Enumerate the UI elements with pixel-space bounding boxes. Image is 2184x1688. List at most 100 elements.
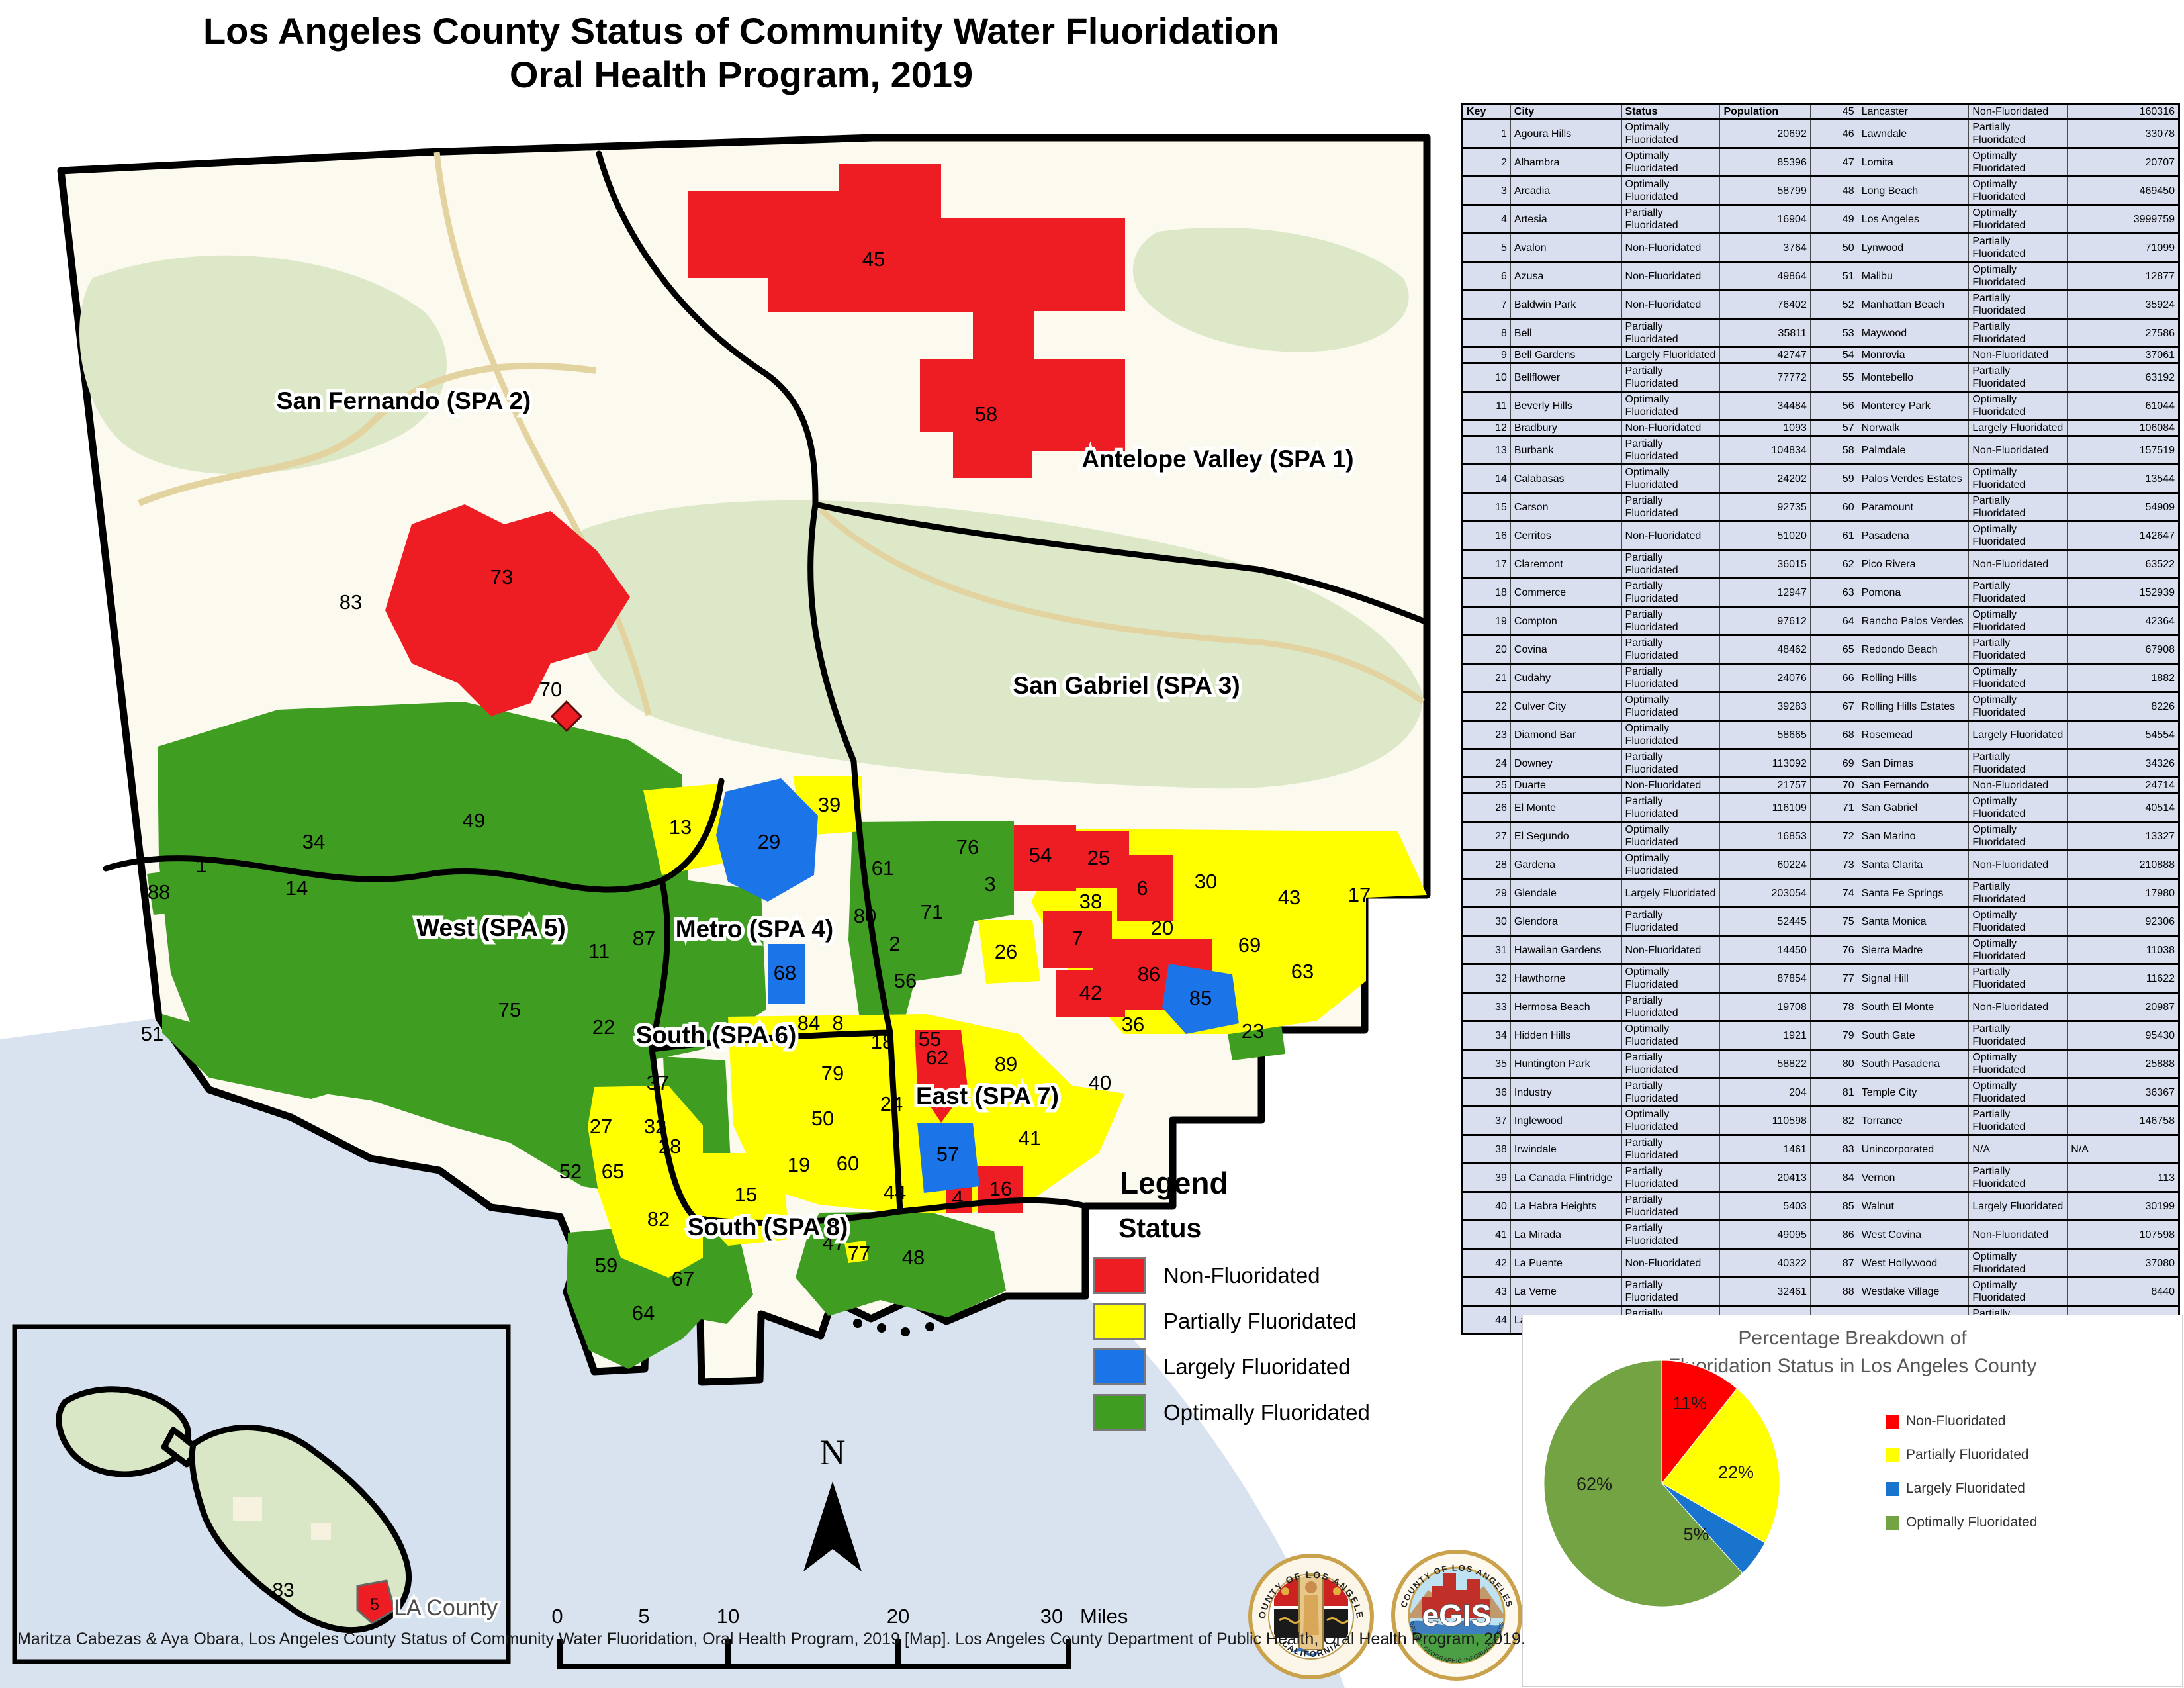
table-row: 38 Irwindale Partially Fluoridated 1461 83 Un…	[1462, 1134, 2179, 1164]
cell-city: Irwindale	[1510, 1134, 1622, 1164]
cell-status: Partially Fluoridated	[1621, 318, 1721, 348]
cell-status: Partially Fluoridated	[1968, 318, 2068, 348]
region-label-11: 11	[588, 939, 610, 962]
spa-label: Metro (SPA 4)	[676, 915, 833, 943]
region-label-44: 44	[884, 1181, 906, 1204]
north-arrow-icon	[803, 1481, 862, 1571]
cell-city: South Gate	[1857, 1020, 1970, 1051]
cell-status: Partially Fluoridated	[1621, 362, 1721, 393]
region-label-65: 65	[602, 1160, 624, 1183]
cell-key: 80	[1809, 1049, 1858, 1079]
cell-key: 10	[1462, 362, 1511, 393]
cell-population: 77772	[1719, 362, 1811, 393]
cell-population: 71099	[2067, 232, 2179, 263]
pie-slice-non-fluoridated	[1661, 1360, 1738, 1485]
table-row: 14 Calabasas Optimally Fluoridated 24202 59 P…	[1462, 463, 2179, 494]
region-57-norwalk	[917, 1123, 979, 1193]
cell-city: Lancaster	[1857, 103, 1970, 120]
cell-city: Cudahy	[1510, 663, 1622, 693]
cell-city: Diamond Bar	[1510, 720, 1622, 750]
region-label-36: 36	[1122, 1013, 1144, 1036]
cell-city: Carson	[1510, 492, 1622, 522]
cell-key: 43	[1462, 1276, 1511, 1307]
road	[138, 362, 596, 506]
region-label-38: 38	[1079, 890, 1102, 913]
region-label-73: 73	[490, 565, 513, 588]
cell-status: Partially Fluoridated	[1621, 1134, 1721, 1164]
cell-city: Claremont	[1510, 549, 1622, 579]
cell-status: Partially Fluoridated	[1621, 992, 1721, 1022]
cell-key: 59	[1809, 463, 1858, 494]
region-label-45: 45	[862, 248, 885, 271]
region-label-77: 77	[848, 1242, 870, 1265]
region-label-56: 56	[894, 969, 917, 992]
cell-population: 20707	[2067, 147, 2179, 177]
cell-key: 6	[1462, 261, 1511, 291]
cell-status: Partially Fluoridated	[1621, 435, 1721, 465]
cell-city: La Canada Flintridge	[1510, 1162, 1622, 1193]
cell-status: Optimally Fluoridated	[1968, 204, 2068, 234]
cell-status: Optimally Fluoridated	[1968, 463, 2068, 494]
region-29-glendale	[716, 778, 818, 902]
cell-city: Pico Rivera	[1857, 549, 1970, 579]
cell-status: Non-Fluoridated	[1968, 103, 2068, 120]
cell-population: 49095	[1719, 1219, 1811, 1250]
cell-status: Partially Fluoridated	[1621, 549, 1721, 579]
cell-population: 16904	[1719, 204, 1811, 234]
cell-key: 7	[1462, 289, 1511, 320]
region-label-84: 84	[797, 1011, 820, 1035]
cell-key: 85	[1809, 1191, 1858, 1221]
cell-status: Partially Fluoridated	[1968, 634, 2068, 665]
cell-key: 45	[1809, 103, 1858, 120]
cell-key: 86	[1809, 1219, 1858, 1250]
region-label-28: 28	[659, 1135, 681, 1158]
region-label-23: 23	[1242, 1019, 1264, 1043]
region-label-47: 47	[823, 1231, 845, 1254]
table-row: 41 La Mirada Partially Fluoridated 49095 86 W…	[1462, 1219, 2179, 1250]
region-label-26: 26	[995, 940, 1017, 963]
cell-city: Azusa	[1510, 261, 1622, 291]
cell-status: N/A	[1968, 1134, 2068, 1164]
cell-status: Partially Fluoridated	[1621, 1162, 1721, 1193]
cell-population: 32461	[1719, 1276, 1811, 1307]
cell-city: Redondo Beach	[1857, 634, 1970, 665]
cell-status: Partially Fluoridated	[1621, 1077, 1721, 1107]
region-label-7: 7	[1071, 927, 1083, 950]
cell-status: Optimally Fluoridated	[1968, 520, 2068, 551]
cell-population: 13544	[2067, 463, 2179, 494]
cell-status: Non-Fluoridated	[1968, 549, 2068, 579]
legend-subtitle: Status	[1118, 1213, 1202, 1243]
scale-tick-label: 30	[1040, 1605, 1064, 1628]
table-row: 18 Commerce Partially Fluoridated 12947 63 Po…	[1462, 577, 2179, 608]
cell-city: Norwalk	[1857, 419, 1970, 437]
cell-key: 87	[1809, 1248, 1858, 1278]
cell-key: 21	[1462, 663, 1511, 693]
cell-status: Partially Fluoridated	[1968, 232, 2068, 263]
cell-population: 42747	[1719, 346, 1811, 364]
cell-key: 5	[1462, 232, 1511, 263]
cell-key: 37	[1462, 1105, 1511, 1136]
cell-key: 72	[1809, 821, 1858, 851]
region-southeast-gateway	[728, 1014, 1125, 1213]
cell-population: 34484	[1719, 391, 1811, 421]
region-label-39: 39	[818, 793, 841, 816]
cell-city: Gardena	[1510, 849, 1622, 880]
region-label-30: 30	[1195, 870, 1217, 893]
cell-key: 18	[1462, 577, 1511, 608]
region-label-62: 62	[926, 1046, 948, 1069]
pie-chart-title: Percentage Breakdown of Fluoridation Sta…	[1523, 1325, 2182, 1380]
region-26-el-monte	[978, 920, 1040, 984]
cell-population: 19708	[1719, 992, 1811, 1022]
cell-key: 49	[1809, 204, 1858, 234]
cell-key: 25	[1462, 776, 1511, 794]
region-label-2: 2	[889, 932, 900, 955]
table-row: 42 La Puente Non-Fluoridated 40322 87 West Ho…	[1462, 1248, 2179, 1278]
cell-city: Montebello	[1857, 362, 1970, 393]
region-label-13: 13	[669, 816, 692, 839]
region-61-pasadena-area	[848, 821, 1014, 1033]
pie-value-label: 5%	[1683, 1524, 1709, 1544]
cell-city: Alhambra	[1510, 147, 1622, 177]
region-label-16: 16	[989, 1177, 1012, 1200]
